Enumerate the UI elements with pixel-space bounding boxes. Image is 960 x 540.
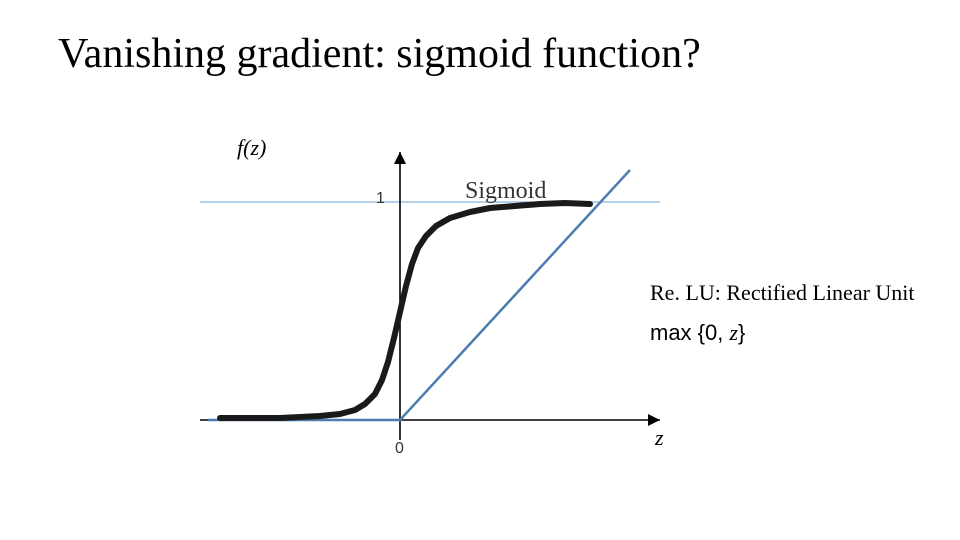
relu-formula-prefix: max {0, <box>650 320 729 345</box>
slide-title: Vanishing gradient: sigmoid function? <box>58 30 701 78</box>
relu-name-label: Re. LU: Rectified Linear Unit <box>650 280 915 306</box>
chart-svg <box>170 140 690 480</box>
y-axis-label: f(z) <box>237 135 266 161</box>
relu-line <box>208 170 630 420</box>
slide: Vanishing gradient: sigmoid function? f(… <box>0 0 960 540</box>
relu-formula: max {0, z} <box>650 320 745 346</box>
x-axis-label: z <box>655 425 664 451</box>
tick-0-label: 0 <box>395 440 404 458</box>
relu-formula-var: z <box>729 320 738 345</box>
sigmoid-curve <box>220 203 590 418</box>
relu-formula-suffix: } <box>738 320 745 345</box>
tick-1-label: 1 <box>376 190 385 208</box>
y-axis-arrow <box>394 152 406 164</box>
sigmoid-label: Sigmoid <box>465 178 546 205</box>
activation-figure: f(z) z Sigmoid 1 0 <box>170 140 690 480</box>
